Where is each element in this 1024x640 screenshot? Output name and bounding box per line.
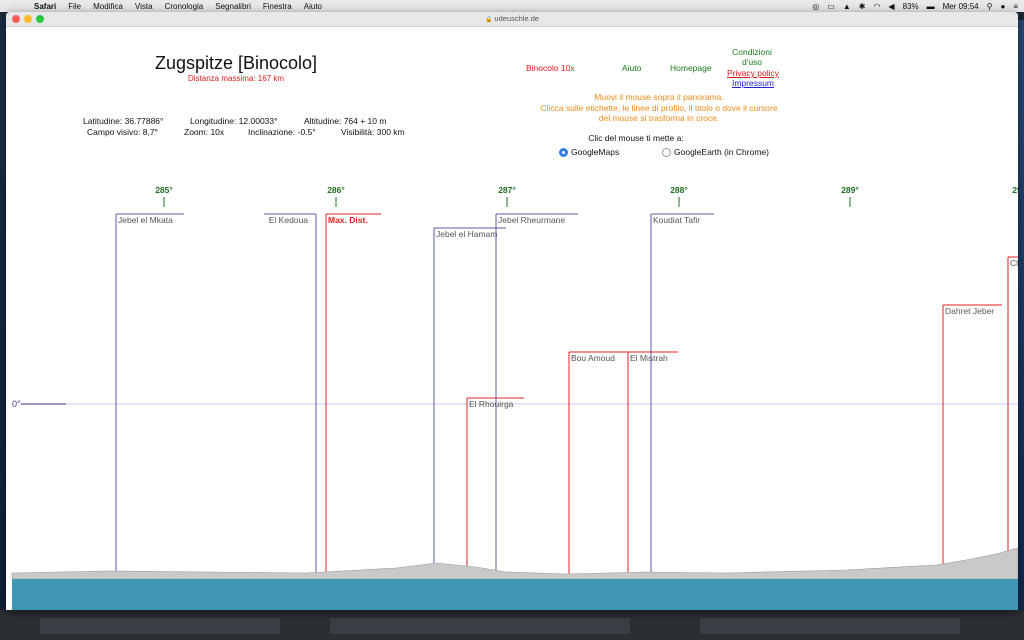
bearing-label: 286° bbox=[327, 185, 345, 195]
peak-label[interactable]: Jebel el Hamam bbox=[436, 229, 497, 239]
search-icon[interactable]: ⚲ bbox=[986, 1, 993, 11]
window-titlebar: 🔒 udeuschle.de bbox=[6, 12, 1018, 27]
bearing-label: 289° bbox=[841, 185, 859, 195]
peak-marker[interactable]: Max. Dist. bbox=[325, 213, 381, 575]
peak-label[interactable]: Che bbox=[1010, 258, 1018, 268]
radio-unselected-icon[interactable] bbox=[662, 147, 671, 157]
impressum-link[interactable]: Impressum bbox=[731, 78, 775, 88]
homepage-link[interactable]: Homepage bbox=[670, 63, 712, 73]
googlemaps-label[interactable]: GoogleMaps bbox=[571, 147, 620, 157]
airplay-icon[interactable]: ▲ bbox=[842, 1, 851, 11]
googlemaps-radio[interactable]: GoogleMaps bbox=[559, 147, 619, 157]
peak-label[interactable]: Jebel el Mkata bbox=[118, 215, 173, 225]
altitude-text: Altitudine: 764 + 10 m bbox=[304, 116, 387, 126]
help-link[interactable]: Aiuto bbox=[622, 63, 642, 73]
menu-vista[interactable]: Vista bbox=[134, 1, 153, 11]
max-distance-text: Distanza massima: 167 km bbox=[187, 74, 285, 83]
bearing-label: 288° bbox=[670, 185, 688, 195]
peak-label[interactable]: Max. Dist. bbox=[328, 215, 368, 225]
browser-window: 🔒 udeuschle.de Zugspitze [Binocolo] Dista… bbox=[6, 12, 1018, 610]
field-of-view-text: Campo visivo: 8,7° bbox=[87, 127, 158, 137]
panorama[interactable]: 0° 285° 286° 287° 288° 289° 290° Jebel el Mka… bbox=[6, 27, 1018, 610]
conditions-link[interactable]: Condizioni d'uso bbox=[722, 47, 782, 67]
menu-segnalibri[interactable]: Segnalibri bbox=[215, 1, 251, 11]
menu-finestra[interactable]: Finestra bbox=[262, 1, 292, 11]
menu-aiuto[interactable]: Aiuto bbox=[303, 1, 322, 11]
peak-marker[interactable]: Dahret Jeber bbox=[942, 304, 1002, 575]
menu-modifica[interactable]: Modifica bbox=[93, 1, 123, 11]
peak-label[interactable]: Jebel Rheurmane bbox=[498, 215, 565, 225]
page-title[interactable]: Zugspitze [Binocolo] bbox=[154, 53, 318, 73]
menu-cronologia[interactable]: Cronologia bbox=[164, 1, 204, 11]
bearing-label: 290° bbox=[1012, 185, 1018, 195]
conditions-line-2: d'uso bbox=[741, 57, 763, 67]
longitude-text: Longitudine: 12.00033° bbox=[190, 116, 278, 126]
bearing-label: 287° bbox=[498, 185, 516, 195]
instructions-line-3: del mouse si trasforma in croce. bbox=[598, 113, 720, 123]
lock-icon: 🔒 bbox=[484, 17, 493, 23]
fullscreen-window-button[interactable] bbox=[36, 15, 44, 23]
radio-selected-icon[interactable] bbox=[559, 147, 568, 157]
peak-marker[interactable]: El Rhouirga bbox=[466, 397, 524, 575]
googleearth-radio[interactable]: GoogleEarth (in Chrome) bbox=[662, 147, 769, 157]
peak-marker[interactable]: Jebel Rheurmane bbox=[495, 213, 578, 575]
siri-icon[interactable]: ● bbox=[1000, 1, 1006, 11]
menu-file[interactable]: File bbox=[68, 1, 82, 11]
peak-marker[interactable]: Bou Amoud bbox=[568, 351, 628, 575]
status-circle-icon[interactable]: ◎ bbox=[812, 1, 820, 11]
volume-icon[interactable]: ◀ bbox=[888, 1, 895, 11]
address-bar[interactable]: 🔒 udeuschle.de bbox=[6, 14, 1018, 23]
click-option-label: Clic del mouse ti mette a: bbox=[588, 133, 684, 143]
battery-percent[interactable]: 83% bbox=[902, 1, 919, 11]
bearing-label: 285° bbox=[155, 185, 173, 195]
instructions-line-2: Clicca sulle etichette, le linee di prof… bbox=[540, 102, 778, 113]
peak-marker[interactable]: Jebel el Hamam bbox=[433, 227, 506, 575]
terrain-profile bbox=[11, 547, 1018, 580]
notification-icon[interactable]: ≡ bbox=[1013, 1, 1018, 11]
peak-label[interactable]: Koudiat Tafir bbox=[653, 215, 700, 225]
minimize-window-button[interactable] bbox=[24, 15, 32, 23]
binocular-link[interactable]: Binocolo 10x bbox=[526, 63, 575, 73]
peak-marker[interactable]: Che bbox=[1007, 256, 1018, 575]
battery-icon[interactable]: ▬ bbox=[926, 1, 935, 11]
peak-marker[interactable]: El Kedoua bbox=[264, 213, 317, 575]
web-page: Zugspitze [Binocolo] Distanza massima: 1… bbox=[6, 27, 1018, 610]
conditions-line-1: Condizioni bbox=[732, 47, 772, 57]
zoom-text: Zoom: 10x bbox=[184, 127, 225, 137]
clock[interactable]: Mer 09:54 bbox=[942, 1, 979, 11]
horizon-label: 0° bbox=[12, 399, 21, 409]
menu-app-safari[interactable]: Safari bbox=[34, 1, 57, 11]
screen-icon[interactable]: ▭ bbox=[827, 1, 835, 11]
wifi-icon[interactable]: ◠ bbox=[873, 1, 881, 11]
peak-marker[interactable]: Koudiat Tafir bbox=[650, 213, 714, 575]
close-window-button[interactable] bbox=[12, 15, 20, 23]
peak-label[interactable]: El Rhouirga bbox=[469, 399, 514, 409]
tilt-text: Inclinazione: -0.5° bbox=[248, 127, 316, 137]
sea-area bbox=[12, 579, 1018, 610]
peak-marker[interactable]: Jebel el Mkata bbox=[115, 213, 184, 575]
privacy-policy-link[interactable]: Privacy policy bbox=[727, 68, 779, 78]
latitude-text: Latitudine: 36.77886° bbox=[83, 116, 164, 126]
instructions-line-1: Muovi il mouse sopra il panorama. bbox=[594, 92, 724, 102]
bluetooth-icon[interactable]: ✱ bbox=[858, 1, 866, 11]
bearing-scale: 285° 286° 287° 288° 289° 290° bbox=[155, 185, 1018, 207]
peak-label[interactable]: El Mistrah bbox=[630, 353, 668, 363]
menu-bar: Safari File Modifica Vista Cronologia Se… bbox=[0, 0, 1024, 12]
visibility-text: Visibilità: 300 km bbox=[341, 127, 405, 137]
peak-label[interactable]: Bou Amoud bbox=[571, 353, 615, 363]
desktop-wallpaper-right bbox=[1016, 20, 1024, 640]
peak-labels: Jebel el Mkata El Kedoua Max. Dist. Jebel e… bbox=[115, 213, 1018, 575]
peak-label[interactable]: El Kedoua bbox=[269, 215, 308, 225]
instructions-text: Muovi il mouse sopra il panorama. Clicca… bbox=[524, 92, 794, 124]
peak-marker[interactable]: El Mistrah bbox=[627, 351, 678, 575]
desktop-wallpaper-bottom bbox=[0, 610, 1024, 640]
googleearth-label[interactable]: GoogleEarth (in Chrome) bbox=[674, 147, 769, 157]
peak-label[interactable]: Dahret Jeber bbox=[945, 306, 994, 316]
url-text: udeuschle.de bbox=[494, 14, 540, 23]
